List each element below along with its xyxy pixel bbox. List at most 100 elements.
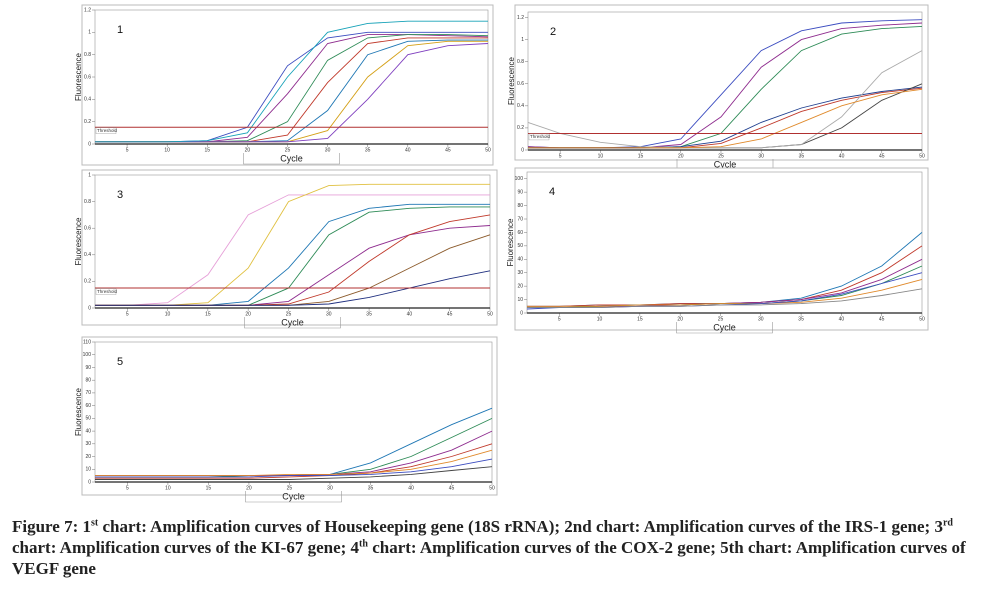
- x-tick-label: 40: [407, 311, 413, 317]
- caption-text: chart: Amplification curves of the COX-2…: [12, 538, 966, 578]
- x-tick-label: 5: [558, 316, 561, 322]
- y-tick-label: 80: [517, 203, 523, 209]
- y-tick-label: 40: [517, 257, 523, 263]
- chart-number: 4: [549, 186, 555, 198]
- y-tick-label: 0.8: [84, 199, 91, 205]
- x-tick-label: 25: [718, 316, 724, 322]
- y-tick-label: 0.4: [84, 97, 91, 103]
- x-tick-label: 20: [678, 153, 684, 159]
- x-tick-label: 50: [919, 153, 925, 159]
- x-tick-label: 25: [285, 147, 291, 153]
- x-tick-label: 25: [287, 485, 293, 491]
- y-tick-label: 0.4: [517, 103, 524, 109]
- curve: [95, 466, 493, 480]
- y-tick-label: 0.8: [517, 59, 524, 65]
- chart-number: 1: [117, 24, 123, 36]
- x-tick-label: 5: [126, 311, 129, 317]
- y-tick-label: 1: [88, 172, 91, 178]
- y-tick-label: 90: [517, 189, 523, 195]
- curve: [95, 194, 490, 306]
- y-tick-label: 0: [520, 310, 523, 316]
- y-tick-label: 0.6: [84, 74, 91, 80]
- threshold-box: [95, 127, 117, 134]
- chart-number: 3: [117, 189, 123, 201]
- x-axis-label: Cycle: [281, 317, 304, 327]
- x-tick-label: 45: [879, 316, 885, 322]
- y-tick-label: 0.4: [84, 252, 91, 258]
- y-tick-label: 20: [85, 454, 91, 460]
- plot-area: [94, 174, 491, 309]
- x-tick-label: 30: [326, 311, 332, 317]
- x-tick-label: 45: [449, 485, 455, 491]
- curve: [527, 288, 923, 309]
- y-tick-label: 100: [83, 352, 92, 358]
- x-tick-label: 50: [487, 311, 493, 317]
- caption-superscript: rd: [942, 517, 953, 529]
- x-tick-label: 20: [245, 311, 251, 317]
- y-tick-label: 30: [517, 270, 523, 276]
- x-tick-label: 30: [758, 153, 764, 159]
- caption: Figure 7: 1st chart: Amplification curve…: [12, 516, 987, 579]
- y-tick-label: 50: [85, 416, 91, 422]
- y-tick-label: 1: [88, 30, 91, 36]
- x-tick-label: 20: [677, 316, 683, 322]
- caption-text: chart: Amplification curves of Housekeep…: [98, 517, 943, 536]
- x-tick-label: 50: [485, 147, 491, 153]
- x-tick-label: 35: [366, 311, 372, 317]
- chart-panel: 0 10 20 30 40 50 60 70 80 90 100 5 10 15 20 25 30 35 40 45 5…: [506, 167, 929, 334]
- y-axis-label: Fluorescence: [74, 387, 83, 436]
- x-tick-label: 35: [365, 147, 371, 153]
- x-label-tab: [244, 317, 341, 329]
- curve: [95, 443, 493, 479]
- x-tick-label: 30: [325, 147, 331, 153]
- x-tick-label: 10: [165, 485, 171, 491]
- threshold-label: Threshold: [97, 289, 118, 294]
- y-tick-label: 20: [517, 283, 523, 289]
- curve: [527, 278, 923, 307]
- y-tick-label: 60: [85, 403, 91, 409]
- threshold-box: [95, 288, 117, 295]
- y-tick-label: 0: [521, 147, 524, 153]
- threshold-label: Threshold: [530, 134, 551, 139]
- chart-number: 2: [550, 26, 556, 38]
- x-tick-label: 35: [798, 316, 804, 322]
- y-tick-label: 0: [88, 305, 91, 311]
- x-tick-label: 10: [165, 311, 171, 317]
- y-tick-label: 0.6: [84, 226, 91, 232]
- curve: [95, 449, 493, 477]
- caption-superscript: st: [91, 517, 99, 529]
- y-axis-label: Fluorescence: [506, 218, 515, 267]
- x-tick-label: 10: [598, 153, 604, 159]
- x-axis-label: Cycle: [714, 159, 737, 169]
- y-tick-label: 90: [85, 365, 91, 371]
- x-tick-label: 25: [286, 311, 292, 317]
- x-tick-label: 15: [206, 485, 212, 491]
- y-tick-label: 1: [521, 37, 524, 43]
- curve: [95, 20, 488, 143]
- figure: 00.20.40.60.811.25 10 15 20 25 30 35 40 45 50Cycl…: [74, 4, 929, 503]
- x-axis-label: Cycle: [280, 153, 303, 163]
- x-tick-label: 15: [637, 316, 643, 322]
- y-tick-label: 0.2: [84, 279, 91, 285]
- x-label-tab: [245, 491, 342, 503]
- x-tick-label: 45: [445, 147, 451, 153]
- x-tick-label: 15: [205, 147, 211, 153]
- caption-superscript: th: [359, 538, 368, 550]
- x-tick-label: 10: [164, 147, 170, 153]
- plot-area: [527, 11, 923, 151]
- y-axis-label: Fluorescence: [74, 217, 83, 266]
- y-axis-label: Fluorescence: [74, 52, 83, 101]
- x-tick-label: 15: [205, 311, 211, 317]
- y-axis-label: Fluorescence: [507, 56, 516, 105]
- chart-number: 5: [117, 356, 123, 368]
- x-tick-label: 30: [758, 316, 764, 322]
- x-axis-label: Cycle: [713, 322, 736, 332]
- y-tick-label: 70: [517, 216, 523, 222]
- y-tick-label: 1.2: [84, 7, 91, 13]
- threshold-box: [528, 133, 550, 141]
- x-tick-label: 10: [597, 316, 603, 322]
- y-tick-label: 0.2: [84, 119, 91, 125]
- curve: [528, 88, 923, 149]
- x-tick-label: 35: [799, 153, 805, 159]
